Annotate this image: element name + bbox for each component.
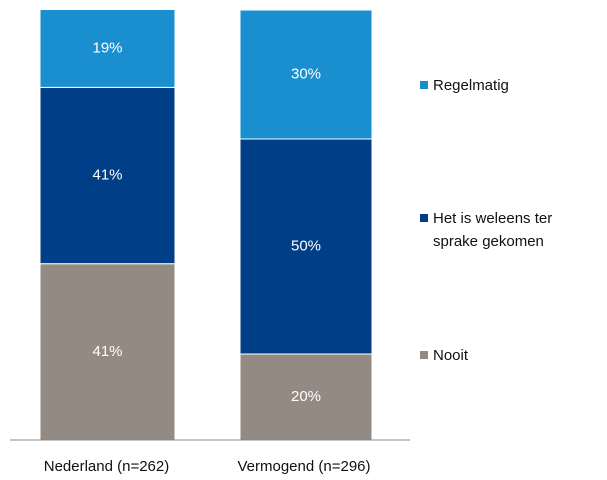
legend-item: Het is weleens ter sprake gekomen [420,207,600,253]
bar-segment [239,138,373,355]
legend-label: Regelmatig [433,77,509,94]
legend-swatch [420,81,428,89]
x-tick-label: Nederland (n=262) [44,458,170,475]
legend-label: Het is weleens ter sprake gekomen [433,210,553,250]
data-label: 19% [92,40,122,57]
legend-swatch [420,214,428,222]
data-label: 50% [291,237,321,254]
data-label: 30% [291,65,321,82]
bars: 41% 41% 19% 20% 50% 30% [39,10,373,441]
legend-item: Regelmatig [420,74,600,97]
legend-swatch [420,351,428,359]
data-label: 20% [291,388,321,405]
legend-label: Nooit [433,347,469,364]
data-label: 41% [92,167,122,184]
bar-segment [239,10,373,140]
x-tick-label: Vermogend (n=296) [237,458,370,475]
bar-segment [39,10,176,88]
legend-item: Nooit [420,344,600,367]
bar-segment [39,86,176,265]
data-label: 41% [92,343,122,360]
bar-segment [39,263,176,441]
